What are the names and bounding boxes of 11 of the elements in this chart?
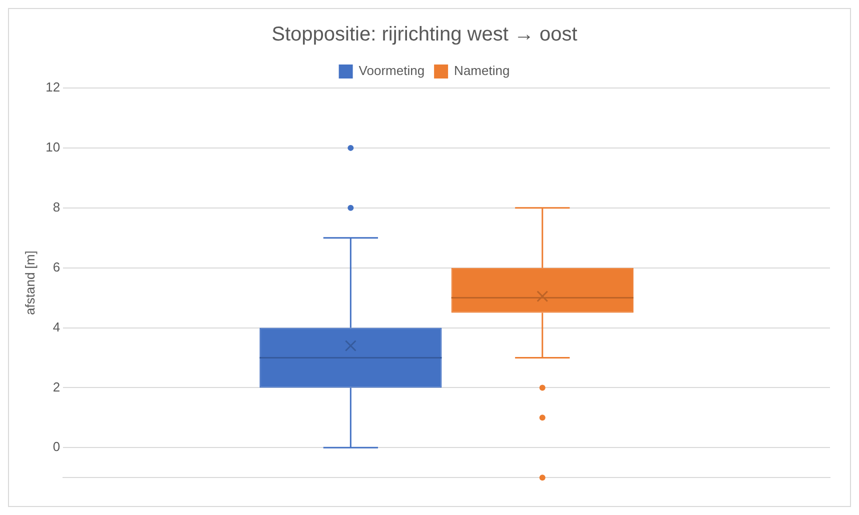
legend-label: Nameting [454, 63, 510, 78]
y-tick-label: 2 [52, 379, 60, 394]
y-axis-title: afstand [m] [22, 250, 38, 315]
y-tick-label: 10 [46, 140, 60, 155]
legend-label: Voormeting [358, 63, 425, 78]
chart-title: Stoppositie: rijrichting west → oost [272, 24, 578, 46]
y-tick-label: 12 [46, 80, 60, 95]
y-tick-label: 8 [52, 199, 60, 214]
y-tick-label: 6 [52, 259, 60, 274]
y-tick-label: 0 [52, 439, 60, 454]
y-tick-label: 4 [52, 319, 60, 334]
